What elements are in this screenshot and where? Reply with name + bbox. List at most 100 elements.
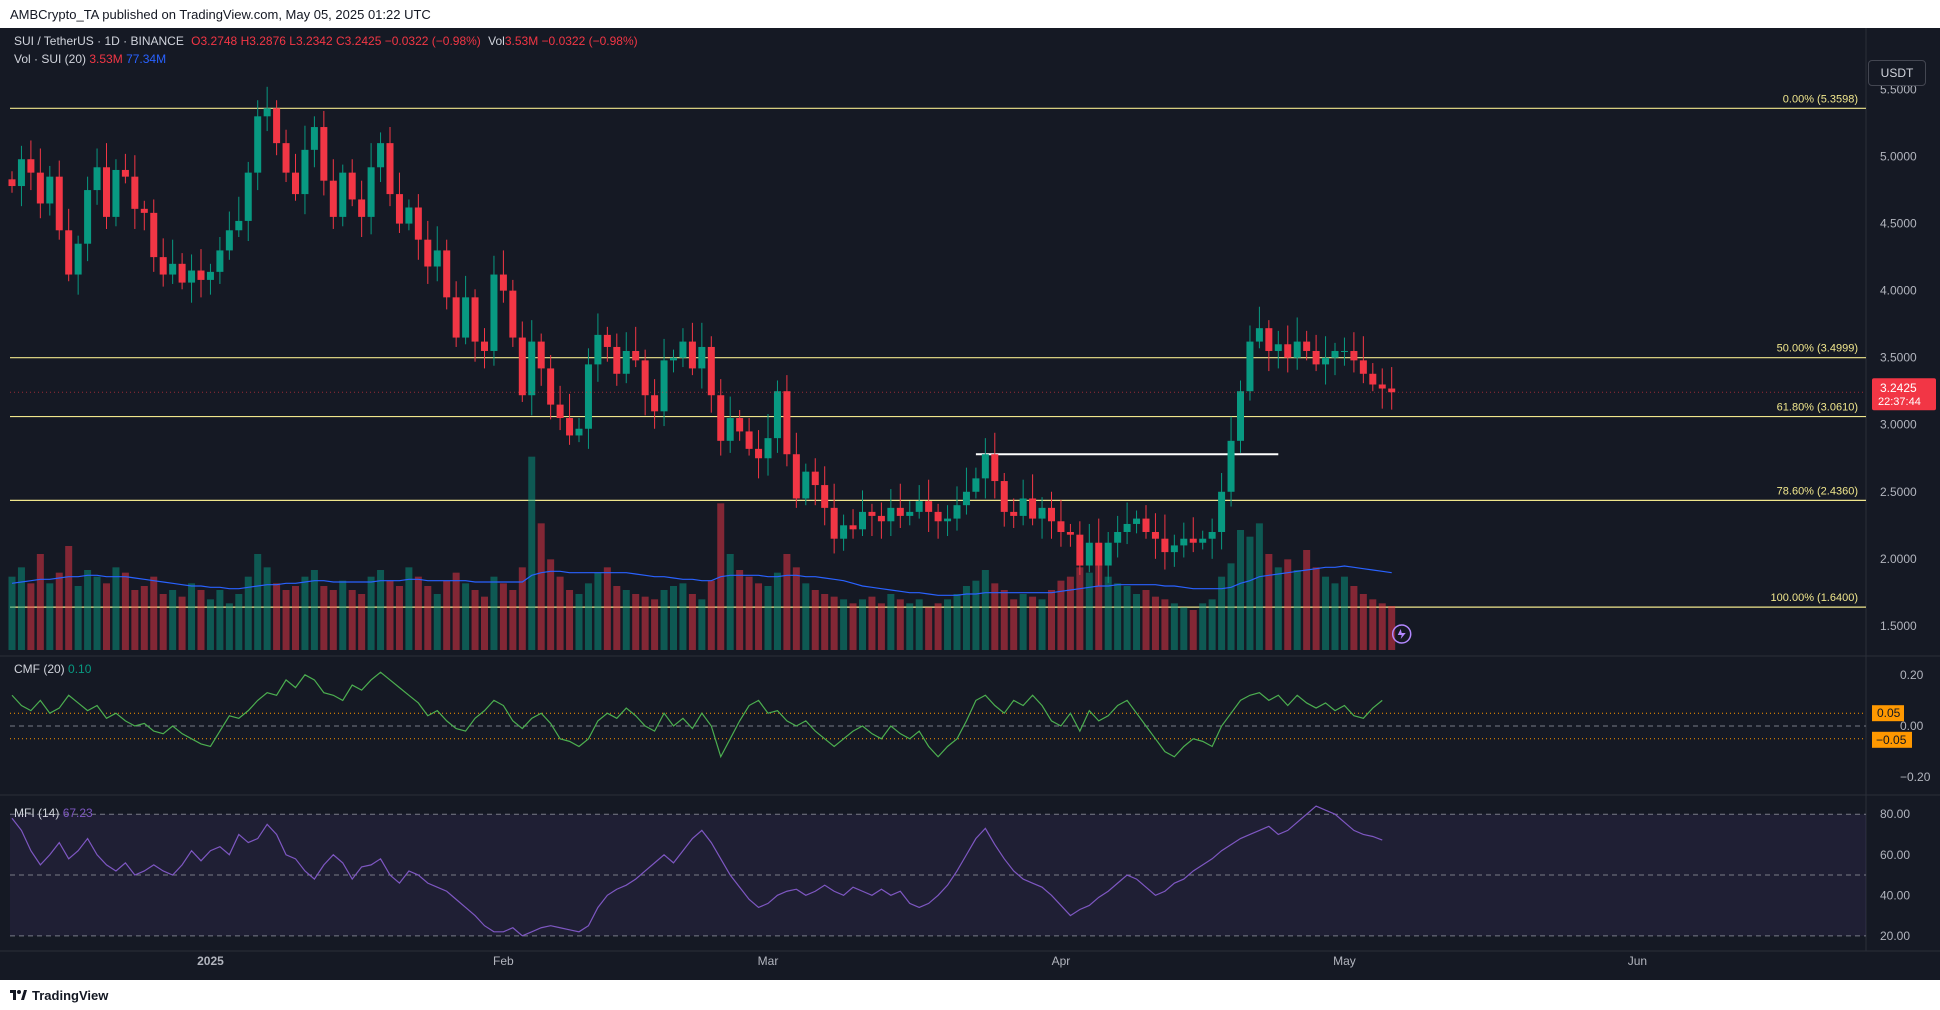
candle [36, 172, 44, 204]
time-tick-label: May [1333, 954, 1356, 968]
currency-button[interactable]: USDT [1868, 60, 1926, 86]
candle [1123, 523, 1131, 532]
candle [1161, 538, 1169, 553]
volume-bar [358, 594, 366, 650]
mfi-tick-label: 40.00 [1880, 888, 1910, 902]
candle [310, 127, 318, 150]
volume-bar [452, 572, 460, 650]
candle [915, 501, 923, 512]
volume-bar [1359, 594, 1367, 650]
volume-bar [547, 559, 555, 650]
volume-bar [499, 583, 507, 650]
candle [1189, 538, 1197, 543]
candle [1284, 344, 1292, 358]
candle [320, 127, 328, 181]
candle [717, 395, 725, 441]
volume-bar [462, 583, 470, 650]
mfi-label[interactable]: MFI (14) [14, 806, 60, 820]
candle [594, 334, 602, 365]
volume-study-label[interactable]: Vol · SUI (20) [14, 52, 87, 66]
candle [707, 346, 715, 396]
candle [225, 230, 233, 251]
volume-bar [178, 596, 186, 650]
candle [1085, 542, 1093, 566]
candle [414, 207, 422, 240]
candle [358, 199, 366, 217]
chart-canvas[interactable]: 0.00% (5.3598) 50.00% (3.4999) 61.80% (3.0… [0, 28, 1940, 980]
candle [462, 297, 470, 338]
mfi-tick-label: 20.00 [1880, 929, 1910, 943]
cmf-legend[interactable]: CMF (20) 0.10 [14, 662, 91, 676]
volume-bar [1029, 596, 1037, 650]
volume-bar [1369, 599, 1377, 650]
volume-bar [726, 554, 734, 650]
price-tick-label: 2.0000 [1880, 552, 1917, 566]
volume-bar [348, 590, 356, 650]
candle [339, 172, 347, 217]
volume-bar [575, 594, 583, 650]
cmf-label[interactable]: CMF (20) [14, 662, 65, 676]
candle [1208, 532, 1216, 539]
candle [622, 350, 630, 374]
candle [603, 334, 611, 347]
volume-bar [1170, 603, 1178, 650]
volume-bar [1284, 559, 1292, 650]
candle [688, 341, 696, 369]
volume-bar [216, 590, 224, 650]
volume-bar [584, 583, 592, 650]
volume-bar [1265, 554, 1273, 650]
volume-bar [1010, 599, 1018, 650]
mfi-legend[interactable]: MFI (14) 67.23 [14, 806, 93, 820]
volume-bar [367, 576, 375, 650]
volume-bar [244, 576, 252, 650]
symbol-title[interactable]: SUI / TetherUS · 1D · BINANCE [14, 34, 184, 48]
candle [197, 270, 205, 280]
candle [773, 391, 781, 439]
symbol-legend[interactable]: SUI / TetherUS · 1D · BINANCE O3.2748 H3… [14, 34, 638, 48]
volume-bar [1293, 570, 1301, 650]
candle [632, 350, 640, 361]
volume-bar [150, 576, 158, 650]
candle [348, 172, 356, 200]
candle [169, 263, 177, 275]
volume-bar [1133, 594, 1141, 650]
publisher-bar: AMBCrypto_TA published on TradingView.co… [0, 0, 1940, 28]
publisher-text: AMBCrypto_TA published on TradingView.co… [10, 7, 431, 22]
candle [1274, 344, 1282, 351]
volume-bar [868, 596, 876, 650]
volume-bar [386, 580, 394, 650]
volume-bar [745, 576, 753, 650]
candle [499, 274, 507, 291]
candle [405, 207, 413, 224]
volume-bar [235, 594, 243, 650]
price-badge-value: 3.2425 [1880, 381, 1917, 395]
candle [367, 167, 375, 217]
candle [1255, 328, 1263, 342]
volume-bar [849, 603, 857, 650]
candle [424, 239, 432, 267]
volume-bar [140, 586, 148, 650]
candle [178, 263, 186, 283]
volume-bar [877, 603, 885, 650]
cmf-lower-badge-label: −0.05 [1876, 733, 1907, 747]
candle [1237, 391, 1244, 441]
volume-legend[interactable]: Vol · SUI (20) 3.53M 77.34M [14, 52, 166, 66]
volume-bar [169, 590, 177, 650]
volume-bar [972, 580, 980, 650]
candle [868, 511, 876, 516]
volume-bar [1237, 530, 1244, 650]
volume-bar [471, 590, 479, 650]
volume-bar [859, 599, 866, 650]
volume-bar [840, 599, 848, 650]
volume-bar [490, 576, 498, 650]
volume-bar [764, 586, 772, 650]
chart-area[interactable]: 0.00% (5.3598) 50.00% (3.4999) 61.80% (3.0… [0, 28, 1940, 980]
volume-bar [84, 570, 92, 650]
volume-bar [329, 590, 337, 650]
candle [1151, 532, 1159, 539]
volume-ma-line [11, 565, 1392, 596]
volume-bar [566, 590, 574, 650]
volume-bar [310, 570, 318, 650]
candle [273, 108, 281, 144]
volume-bar [1085, 572, 1093, 650]
